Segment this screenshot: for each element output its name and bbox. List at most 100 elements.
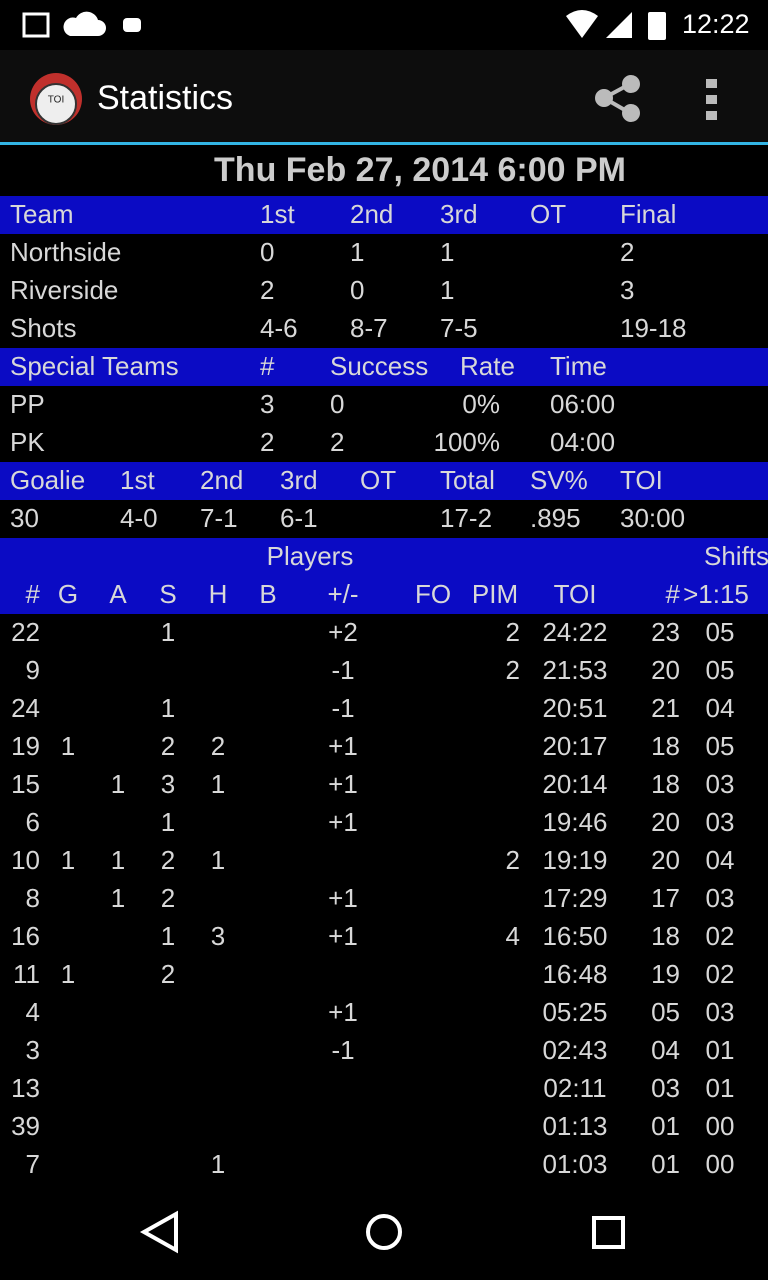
column-header: Success [330, 351, 428, 381]
table-cell: 1 [440, 237, 454, 267]
player-cell: 22 [11, 617, 40, 647]
player-cell: 23 [651, 617, 680, 647]
player-cell: 1 [161, 617, 175, 647]
table-cell: 30 [10, 503, 39, 533]
column-header: 2nd [350, 199, 393, 229]
wifi-icon [566, 10, 598, 38]
table-cell: PK [10, 427, 45, 457]
player-cell: 10 [11, 845, 40, 875]
player-cell: 1 [61, 731, 75, 761]
player-cell: 19 [651, 959, 680, 989]
player-cell: 01 [651, 1149, 680, 1179]
column-header: OT [360, 465, 396, 495]
header-band [0, 538, 768, 614]
table-cell: Northside [10, 237, 121, 267]
player-cell: 39 [11, 1111, 40, 1141]
player-cell: 02:11 [543, 1073, 606, 1103]
player-cell: 3 [211, 921, 225, 951]
column-header: PIM [472, 579, 518, 609]
table-cell: 04:00 [550, 427, 615, 457]
table-cell: 7-5 [440, 313, 478, 343]
share-dot [595, 89, 613, 107]
player-cell: 01 [706, 1035, 735, 1065]
player-cell: 13 [11, 1073, 40, 1103]
player-cell: 21 [651, 693, 680, 723]
player-cell: 4 [26, 997, 40, 1027]
table-cell: PP [10, 389, 45, 419]
home-button[interactable] [366, 1214, 402, 1250]
column-header: Team [10, 199, 74, 229]
player-cell: 05 [706, 731, 735, 761]
column-header: Goalie [10, 465, 85, 495]
player-cell: -1 [331, 1035, 354, 1065]
player-cell: 20:14 [542, 769, 607, 799]
player-cell: +1 [328, 731, 358, 761]
player-cell: 24:22 [542, 617, 607, 647]
column-header: 2nd [200, 465, 243, 495]
player-cell: 03 [651, 1073, 680, 1103]
player-cell: 2 [161, 959, 175, 989]
column-header: Rate [460, 351, 515, 381]
player-cell: 11 [13, 959, 40, 989]
player-cell: 1 [161, 807, 175, 837]
player-cell: 03 [706, 769, 735, 799]
table-cell: 17-2 [440, 503, 492, 533]
table-cell: 0% [462, 389, 500, 419]
player-cell: +1 [328, 807, 358, 837]
player-cell: 2 [161, 883, 175, 913]
player-cell: 01 [651, 1111, 680, 1141]
column-header: B [259, 579, 276, 609]
table-cell: 0 [330, 389, 344, 419]
column-header: 1st [260, 199, 295, 229]
player-cell: 20 [651, 845, 680, 875]
header-band [0, 348, 768, 386]
app-icon-label: TOI [48, 95, 64, 106]
column-header: +/- [327, 579, 358, 609]
player-cell: 2 [211, 731, 225, 761]
back-button[interactable] [139, 1210, 178, 1254]
player-cell: 1 [61, 959, 75, 989]
column-header: FO [415, 579, 451, 609]
player-cell: 01:13 [542, 1111, 607, 1141]
column-header: OT [530, 199, 566, 229]
share-button[interactable] [595, 75, 640, 122]
column-header: Final [620, 199, 676, 229]
column-header: Time [550, 351, 607, 381]
column-header: TOI [620, 465, 663, 495]
table-cell: 2 [260, 427, 274, 457]
recents-button[interactable] [592, 1216, 625, 1249]
player-cell: 1 [161, 921, 175, 951]
player-cell: +1 [328, 921, 358, 951]
app-title: Statistics [97, 79, 233, 117]
player-cell: 2 [506, 617, 520, 647]
player-cell: 02 [706, 959, 735, 989]
table-cell: .895 [530, 503, 581, 533]
player-cell: 1 [111, 845, 125, 875]
table-cell: 19-18 [620, 313, 687, 343]
table-cell: 2 [330, 427, 344, 457]
table-cell: 4-0 [120, 503, 158, 533]
player-cell: 00 [706, 1149, 735, 1179]
player-cell: 1 [211, 1149, 225, 1179]
player-cell: 2 [506, 655, 520, 685]
player-cell: 20 [651, 807, 680, 837]
player-cell: 2 [506, 845, 520, 875]
column-header: Special Teams [10, 351, 179, 381]
table-cell: 3 [260, 389, 274, 419]
column-header: # [26, 579, 41, 609]
player-cell: 02 [706, 921, 735, 951]
table-cell: 4-6 [260, 313, 298, 343]
player-cell: 2 [161, 845, 175, 875]
app-icon-face [35, 83, 77, 125]
table-cell: 0 [350, 275, 364, 305]
table-cell: 2 [620, 237, 634, 267]
player-cell: 00 [706, 1111, 735, 1141]
column-header: H [209, 579, 228, 609]
column-header: SV% [530, 465, 588, 495]
header-band [0, 462, 768, 500]
table-cell: 2 [260, 275, 274, 305]
player-cell: 03 [706, 997, 735, 1027]
overflow-menu[interactable] [706, 79, 717, 120]
menu-dot [706, 111, 717, 120]
